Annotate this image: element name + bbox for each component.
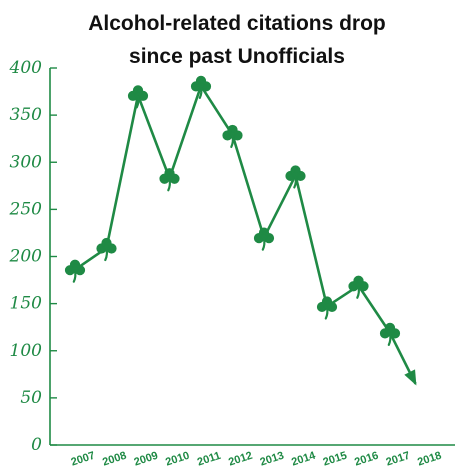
x-tick-label: 2014 [290,449,318,468]
shamrock-icon [95,237,118,262]
x-tick-label: 2012 [227,450,254,469]
y-tick-label: 300 [10,152,43,172]
y-tick-label: 100 [10,341,43,361]
shamrock-icon [158,167,181,192]
x-tick-label: 2009 [133,450,160,469]
chart-title: Alcohol-related citations drop [88,12,386,35]
y-tick-label: 50 [20,388,42,408]
y-tick-label: 250 [9,199,43,219]
x-tick-label: 2008 [101,450,128,469]
shamrock-icon [127,84,149,109]
shamrock-icon [379,322,401,346]
trend-arrow-head [404,369,417,386]
y-tick-label: 400 [9,58,43,78]
x-tick-label: 2015 [322,450,349,469]
series-line [74,84,392,334]
x-axis-ticks: 2007 2008 2009 2010 2011 2012 2013 2014 2015 2016… [70,449,443,468]
x-tick-label: 2011 [196,450,222,469]
shamrock-icon [64,258,86,283]
x-tick-label: 2016 [353,450,380,469]
y-tick-label: 150 [10,294,43,314]
y-tick-label: 350 [10,105,43,125]
data-series [74,84,417,386]
axes [49,68,455,446]
x-tick-label: 2013 [259,450,286,469]
shamrock-icon [253,226,275,251]
x-tick-label: 2017 [385,450,412,469]
y-tick-label: 200 [9,247,43,267]
shamrock-icon [316,295,338,320]
x-tick-label: 2010 [164,450,191,469]
shamrock-icon [221,124,244,149]
x-tick-label: 2018 [416,450,443,469]
y-tick-label: 0 [31,435,42,455]
y-axis-ticks: 0 50 100 150 200 250 300 350 400 [9,58,57,455]
x-tick-label: 2007 [70,450,97,469]
chart-subtitle: since past Unofficials [129,45,345,68]
shamrock-icon [284,164,307,189]
